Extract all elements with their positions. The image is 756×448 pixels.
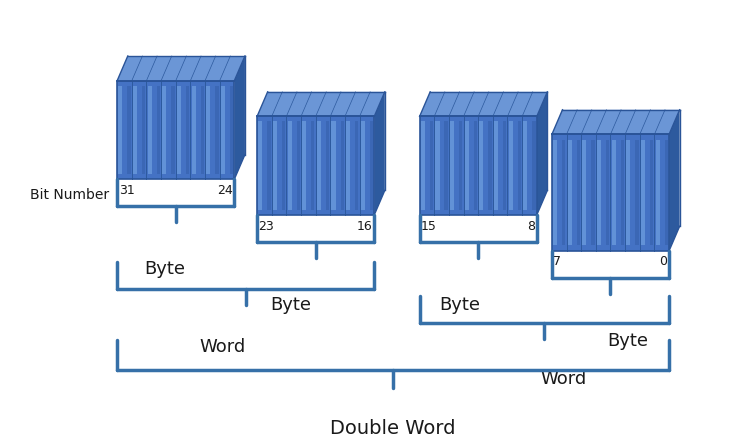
Text: 8: 8 <box>527 220 535 233</box>
Bar <box>509 121 513 210</box>
Bar <box>257 116 374 215</box>
Bar <box>119 86 122 174</box>
Bar <box>331 121 336 210</box>
Bar <box>532 121 535 210</box>
Polygon shape <box>552 110 680 134</box>
Text: Byte: Byte <box>144 260 185 278</box>
Polygon shape <box>669 110 680 251</box>
Text: 7: 7 <box>553 255 562 268</box>
Bar <box>597 140 601 245</box>
Bar <box>577 140 580 245</box>
Text: 23: 23 <box>259 220 274 233</box>
Bar <box>420 116 537 215</box>
Bar <box>326 121 329 210</box>
Bar <box>257 116 374 215</box>
Text: Byte: Byte <box>271 296 311 314</box>
Bar <box>172 86 175 174</box>
Bar <box>421 121 425 210</box>
Bar <box>156 86 160 174</box>
Text: Byte: Byte <box>439 296 480 314</box>
Text: 16: 16 <box>357 220 373 233</box>
Bar <box>435 121 439 210</box>
Bar <box>494 121 498 210</box>
Bar <box>200 86 204 174</box>
Bar <box>177 86 181 174</box>
Bar <box>361 121 365 210</box>
Bar <box>450 121 454 210</box>
Text: 15: 15 <box>421 220 437 233</box>
Polygon shape <box>117 56 245 81</box>
Bar <box>215 86 218 174</box>
Bar <box>133 86 137 174</box>
Text: Word: Word <box>540 370 587 388</box>
Bar <box>488 121 491 210</box>
Bar <box>147 86 152 174</box>
Bar <box>552 134 669 251</box>
Bar <box>459 121 463 210</box>
Text: Double Word: Double Word <box>330 419 456 438</box>
Bar <box>591 140 595 245</box>
Bar <box>117 81 234 179</box>
Bar <box>230 86 233 174</box>
Bar <box>340 121 344 210</box>
Bar <box>430 121 433 210</box>
Bar <box>635 140 639 245</box>
Bar <box>665 140 668 245</box>
Bar <box>465 121 469 210</box>
Text: Word: Word <box>200 338 246 356</box>
Bar <box>606 140 609 245</box>
Bar <box>317 121 321 210</box>
Bar <box>562 140 565 245</box>
Bar <box>612 140 615 245</box>
Bar <box>142 86 145 174</box>
Polygon shape <box>374 92 385 215</box>
Bar <box>626 140 631 245</box>
Bar <box>420 116 537 215</box>
Bar <box>474 121 477 210</box>
Bar <box>650 140 653 245</box>
Text: 24: 24 <box>217 184 233 197</box>
Bar <box>523 121 528 210</box>
Bar <box>163 86 166 174</box>
Text: Byte: Byte <box>607 332 648 349</box>
Bar <box>568 140 572 245</box>
Bar <box>117 81 234 179</box>
Bar <box>346 121 350 210</box>
Bar <box>296 121 300 210</box>
Bar <box>518 121 521 210</box>
Bar <box>221 86 225 174</box>
Bar <box>553 140 557 245</box>
Bar <box>355 121 358 210</box>
Bar <box>503 121 507 210</box>
Bar <box>655 140 660 245</box>
Bar <box>302 121 306 210</box>
Bar <box>370 121 373 210</box>
Polygon shape <box>257 92 385 116</box>
Bar <box>311 121 314 210</box>
Text: Bit Number: Bit Number <box>30 188 110 202</box>
Bar <box>128 86 131 174</box>
Bar <box>582 140 587 245</box>
Text: 31: 31 <box>119 184 135 197</box>
Bar <box>273 121 277 210</box>
Bar <box>479 121 483 210</box>
Polygon shape <box>537 92 547 215</box>
Bar <box>287 121 292 210</box>
Bar <box>186 86 189 174</box>
Bar <box>641 140 645 245</box>
Bar <box>621 140 624 245</box>
Bar <box>445 121 448 210</box>
Bar <box>259 121 262 210</box>
Polygon shape <box>420 92 547 116</box>
Bar <box>206 86 210 174</box>
Bar <box>552 134 669 251</box>
Bar <box>268 121 271 210</box>
Bar <box>282 121 285 210</box>
Polygon shape <box>234 56 245 179</box>
Text: 0: 0 <box>659 255 668 268</box>
Bar <box>191 86 196 174</box>
